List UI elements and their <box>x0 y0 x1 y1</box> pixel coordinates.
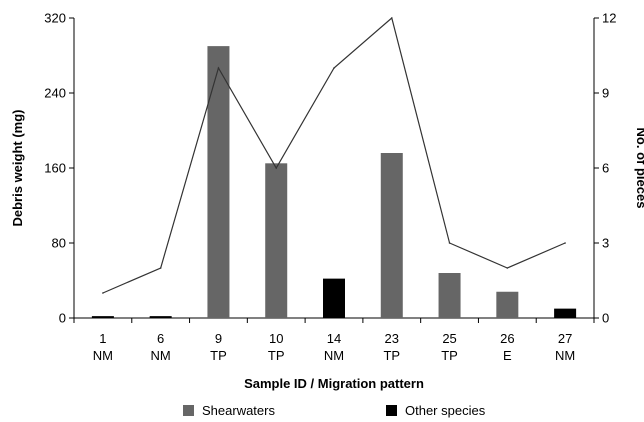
bar-6-other-species <box>149 316 172 318</box>
left-tick-label: 240 <box>44 86 66 101</box>
pieces-point-1 <box>102 292 104 294</box>
right-y-ticks: 0 3 6 9 12 <box>594 11 616 326</box>
bar-1-other-species <box>91 316 114 318</box>
pieces-point-26 <box>506 267 509 269</box>
x-tick-label-pattern: NM <box>93 348 113 363</box>
pieces-line <box>102 16 566 294</box>
y-axis-title-left: Debris weight (mg) <box>10 109 25 226</box>
legend-swatch-other-species <box>386 405 397 416</box>
bar-26-shearwaters <box>496 291 519 318</box>
x-tick-label-pattern: E <box>503 348 512 363</box>
pieces-point-27 <box>564 242 566 244</box>
right-tick-label: 3 <box>602 236 609 251</box>
bars <box>91 46 577 318</box>
x-axis-title: Sample ID / Migration pattern <box>244 376 424 391</box>
x-tick-label-id: 14 <box>327 331 341 346</box>
bar-25-shearwaters <box>438 273 461 318</box>
x-tick-label-id: 25 <box>442 331 456 346</box>
left-y-ticks: 0 80 160 240 320 <box>44 11 74 326</box>
bar-23-shearwaters <box>380 153 403 318</box>
x-tick-label-id: 10 <box>269 331 283 346</box>
x-tick-label-id: 6 <box>157 331 164 346</box>
bar-9-shearwaters <box>207 46 230 318</box>
x-tick-label-id: 27 <box>558 331 572 346</box>
x-tick-label-pattern: NM <box>324 348 344 363</box>
bar-14-other-species <box>323 278 345 318</box>
x-tick-label-id: 26 <box>500 331 514 346</box>
bar-10-shearwaters <box>265 163 288 318</box>
bar-27-other-species <box>554 308 577 318</box>
x-tick-label-pattern: TP <box>441 348 458 363</box>
left-tick-label: 320 <box>44 11 66 26</box>
left-tick-label: 160 <box>44 161 66 176</box>
right-tick-label: 9 <box>602 86 609 101</box>
pieces-point-25 <box>448 242 451 244</box>
x-tick-label-pattern: NM <box>555 348 575 363</box>
x-tick-label-pattern: NM <box>151 348 171 363</box>
x-tick-label-pattern: TP <box>268 348 285 363</box>
x-tick-label-id: 1 <box>99 331 106 346</box>
pieces-polyline <box>102 16 566 294</box>
x-tick-label-pattern: TP <box>210 348 227 363</box>
right-tick-label: 12 <box>602 11 616 26</box>
legend-swatch-shearwaters <box>183 405 194 416</box>
left-tick-label: 80 <box>52 236 66 251</box>
legend-label-other-species: Other species <box>405 403 486 418</box>
x-tick-label-id: 23 <box>385 331 399 346</box>
pieces-point-9 <box>217 67 220 69</box>
x-tick-label-pattern: TP <box>383 348 400 363</box>
left-tick-label: 0 <box>59 311 66 326</box>
legend: Shearwaters Other species <box>183 403 486 418</box>
right-tick-label: 0 <box>602 311 609 326</box>
x-tick-label-id: 9 <box>215 331 222 346</box>
pieces-point-6 <box>159 267 162 269</box>
pieces-point-23 <box>390 17 393 19</box>
plot-area: 0 80 160 240 320 0 3 6 9 12 1 NM 6 NM 9 TP 10 TP 14 NM 23 T… <box>44 11 616 364</box>
x-ticks: 1 NM 6 NM 9 TP 10 TP 14 NM 23 TP 25 TP 26 E 27 NM <box>73 318 595 363</box>
right-tick-label: 6 <box>602 161 609 176</box>
pieces-point-10 <box>275 167 278 169</box>
pieces-point-14 <box>333 67 335 69</box>
legend-label-shearwaters: Shearwaters <box>202 403 275 418</box>
y-axis-title-right: No. of pieces <box>634 128 644 209</box>
